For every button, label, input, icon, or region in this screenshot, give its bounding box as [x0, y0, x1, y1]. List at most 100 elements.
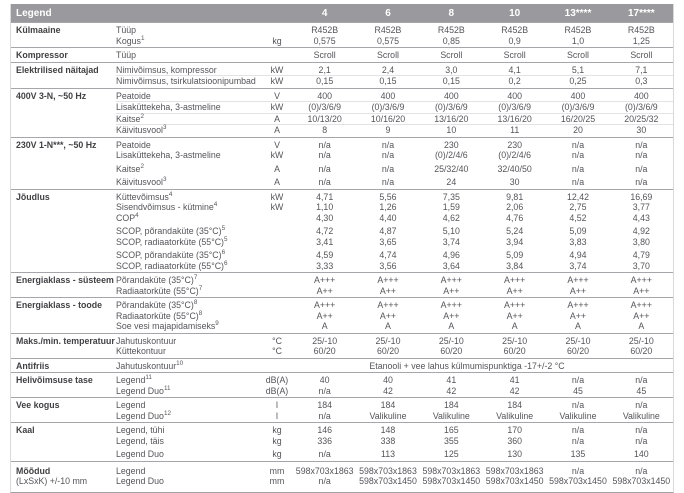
value-cell: n/a	[635, 400, 648, 410]
unit-cell: A	[274, 163, 280, 174]
param-label: Peatoide	[116, 91, 261, 102]
unit-cell	[261, 25, 293, 36]
param-label: Legend, täis	[116, 436, 261, 447]
unit-cell	[261, 50, 293, 61]
unit-cell: kg	[272, 435, 282, 446]
value-cell: n/a	[571, 435, 585, 446]
value-cell: (0)/3/6/9	[371, 102, 405, 112]
spec-group: 400V 3-N, ~50 Hz Peatoide V 400 400 400 400 400…	[11, 87, 673, 137]
value-cell: 4,92	[632, 226, 650, 236]
value-cell: A+++	[314, 300, 336, 310]
value-cell: 598x703x1863	[422, 465, 481, 476]
value-cell: n/a	[635, 177, 648, 187]
value-cell: 5,56	[379, 191, 397, 202]
value-cell: A++	[379, 310, 397, 321]
table-row: Tüüp Scroll Scroll Scroll Scroll Scroll Scroll	[116, 50, 673, 61]
value-cell: A	[511, 321, 518, 331]
value-cell: A++	[316, 310, 333, 321]
value-cell: 0,15	[379, 76, 397, 86]
value-cell: 4,62	[442, 212, 460, 223]
spec-group: Vee kogus Legend l 184 184 184 184 n/a n/a Legend…	[11, 397, 673, 422]
value-cell: n/a	[318, 410, 331, 421]
group-label-text: Külmaaine	[16, 25, 61, 35]
table-header-row: Legend 4 6 8 10 13**** 17****	[11, 4, 673, 22]
value-cell: 598x703x1863	[295, 465, 354, 476]
value-cell: 3,84	[506, 260, 524, 271]
footnote-marker: 6	[224, 259, 228, 267]
unit-cell	[261, 213, 293, 224]
value-cell: 230	[443, 139, 459, 150]
group-label-text: Mõõdud	[16, 465, 51, 476]
value-cell: 2,1	[318, 64, 331, 75]
param-label: Käivitusvool3	[116, 176, 261, 188]
param-label: Küttekontuur	[116, 346, 261, 357]
unit-cell: dB(A)	[265, 375, 289, 385]
table-row: Küttevõimsus4 kW 4,71 5,56 7,35 9,81 12,42 16,6…	[116, 191, 673, 203]
value-cell: n/a	[571, 177, 585, 187]
footnote-marker: 7	[198, 284, 203, 292]
param-label-text: Radiaatorküte (55°C)	[116, 285, 199, 296]
param-label: Legend Duo12	[116, 410, 261, 422]
group-label-text: Kompressor	[16, 50, 68, 60]
table-row: Lisaküttekeha, 3-astmeline kW (0)/3/6/9 (0)…	[116, 101, 673, 113]
table-row: Legend mm 598x703x1863 598x703x1863 598x703x…	[116, 466, 673, 477]
group-label: Jõudlus	[11, 192, 116, 272]
value-cell: 0,3	[635, 76, 648, 86]
value-cell: Valikuline	[369, 410, 407, 421]
value-cell: 25/-10	[438, 335, 464, 346]
value-cell: n/a	[635, 139, 648, 150]
param-label-text: Kaitse	[116, 113, 141, 124]
value-cell: 4,1	[508, 64, 521, 75]
unit-cell: kW	[270, 150, 284, 160]
value-cell: 135	[570, 449, 586, 459]
group-label-text: Elektrilised näitajad	[16, 64, 99, 75]
value-cell: 60/20	[376, 346, 399, 356]
value-cell: 25/-10	[375, 335, 401, 346]
value-cell: 0,9	[508, 35, 521, 46]
unit-cell	[261, 311, 293, 322]
value-cell: 3,41	[316, 236, 334, 247]
value-cell: 30	[509, 177, 520, 187]
value-cell: A	[575, 321, 581, 331]
group-label-text: 400V 3-N, ~50 Hz	[16, 90, 87, 101]
group-label: Elektrilised näitajad	[11, 65, 116, 87]
value-cell: A+++	[630, 275, 652, 285]
param-label: Legend11	[116, 374, 261, 386]
value-cell: 400	[633, 90, 649, 101]
unit-cell: kW	[270, 202, 284, 212]
value-cell: R452B	[501, 25, 529, 35]
unit-cell	[261, 286, 293, 297]
param-label-text: Soe vesi majapidamiseks	[116, 321, 216, 331]
group-label: 400V 3-N, ~50 Hz	[11, 91, 116, 136]
footnote-marker: 7	[193, 274, 198, 282]
param-label: Soe vesi majapidamiseks9	[116, 320, 261, 332]
value-cell: n/a	[571, 400, 585, 410]
param-label: Lisaküttekeha, 3-astmeline	[116, 102, 261, 113]
value-cell: 4,30	[316, 212, 334, 223]
value-cell: n/a	[571, 425, 585, 435]
table-row: Soe vesi majapidamiseks9 A A A A A A	[116, 320, 673, 332]
table-row: Kogus1 kg 0,575 0,575 0,85 0,9 1,0 1,25	[116, 35, 673, 47]
param-label-text: Legend	[116, 400, 146, 410]
table-row: Jahutuskontuur10 Etanooli + vee lahus kül…	[116, 360, 673, 372]
value-cell: 598x703x1863	[485, 465, 544, 476]
param-label: COP4	[116, 212, 261, 224]
group-label: Energiaklass - toode	[11, 300, 116, 332]
value-cell: 4,79	[632, 250, 650, 260]
value-cell: n/a	[635, 375, 648, 385]
value-cell: 25/-10	[502, 335, 528, 346]
value-cell: Scroll	[376, 50, 399, 60]
group-label: Helivõimsuse tase	[11, 375, 116, 396]
param-label-text: COP	[116, 212, 136, 223]
value-cell: n/a	[635, 465, 648, 476]
group-label-text: Vee kogus	[16, 400, 60, 410]
table-row: Peatoide V 400 400 400 400 400 400	[116, 91, 673, 102]
value-cell: 230	[507, 139, 522, 150]
value-cell: n/a	[571, 465, 585, 476]
table-row: Põrandaküte (35°C)8 A+++ A+++ A+++ A+++ A+++ A…	[116, 299, 673, 311]
value-cell: (0)/3/6/9	[498, 102, 532, 112]
column-header-10: 10	[509, 7, 521, 19]
value-cell: 165	[443, 425, 459, 435]
